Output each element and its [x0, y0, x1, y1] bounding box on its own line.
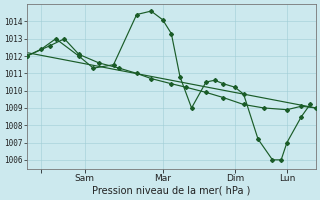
- X-axis label: Pression niveau de la mer( hPa ): Pression niveau de la mer( hPa ): [92, 186, 251, 196]
